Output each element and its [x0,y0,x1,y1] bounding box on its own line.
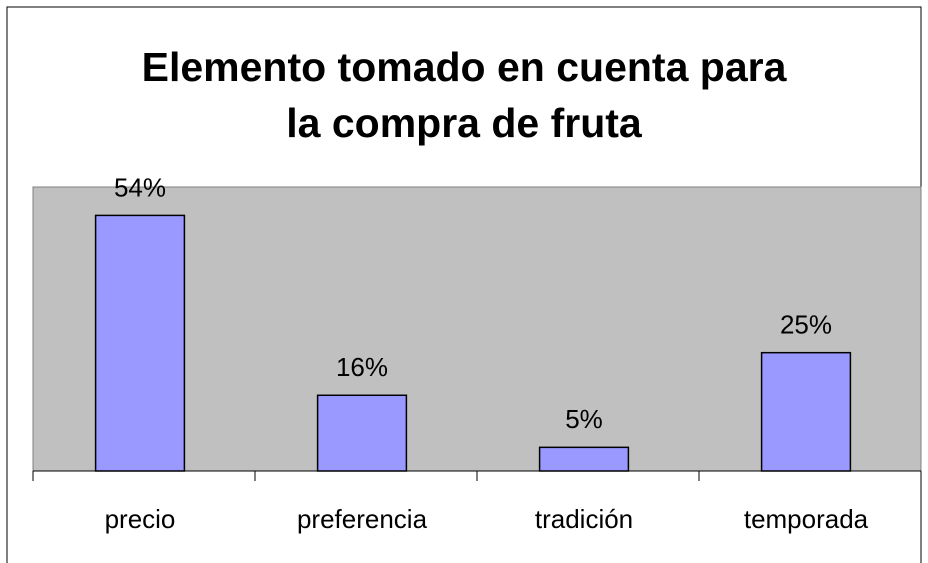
bar [538,446,630,472]
bar [316,394,408,472]
x-tick-label: tradición [535,504,633,534]
data-label: 25% [780,310,832,340]
data-label: 54% [114,172,166,202]
x-tick-label: preferencia [297,504,428,534]
data-label: 5% [565,404,603,434]
x-tick-label: temporada [744,504,869,534]
bar [760,351,852,472]
data-label: 16% [336,352,388,382]
chart-title: Elemento tomado en cuenta para [142,44,788,90]
chart-title: la compra de fruta [286,100,643,146]
x-tick-label: precio [105,504,176,534]
bar [94,214,186,472]
